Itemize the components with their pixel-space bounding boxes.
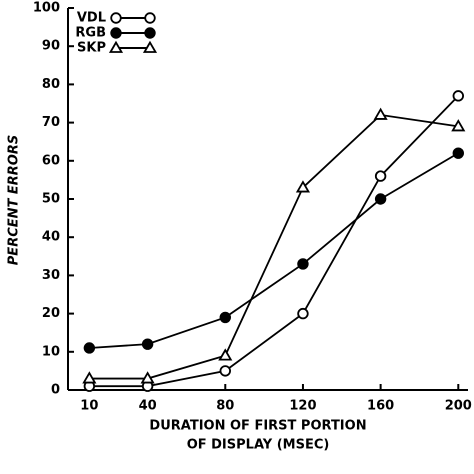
- x-tick-label: 10: [80, 399, 98, 414]
- y-tick-label: 40: [42, 230, 60, 245]
- y-tick-label: 70: [42, 115, 60, 130]
- y-tick-label: 80: [42, 77, 60, 92]
- marker: [219, 365, 231, 377]
- legend-marker: [144, 12, 156, 24]
- legend-label: RGB: [75, 26, 106, 41]
- y-axis-label: PERCENT ERRORS: [7, 135, 22, 265]
- marker: [374, 193, 387, 205]
- marker: [451, 119, 466, 132]
- marker: [140, 371, 155, 384]
- marker: [82, 371, 97, 384]
- series-line: [89, 114, 459, 380]
- y-tick-label: 30: [42, 268, 60, 283]
- x-axis-label: OF DISPLAY (MSEC): [187, 438, 330, 453]
- marker: [218, 348, 233, 361]
- marker: [297, 258, 309, 270]
- x-tick-label: 80: [216, 399, 234, 414]
- legend-marker: [108, 40, 124, 53]
- legend-marker: [110, 12, 122, 24]
- legend-label: VDL: [77, 11, 106, 26]
- series-line: [89, 95, 459, 388]
- y-tick-label: 100: [33, 1, 60, 16]
- x-axis-label: DURATION OF FIRST PORTION: [149, 419, 366, 434]
- legend-marker: [144, 27, 156, 39]
- legend-marker: [142, 40, 158, 53]
- y-tick-label: 20: [42, 306, 60, 321]
- y-tick-label: 50: [42, 192, 60, 207]
- marker: [219, 311, 231, 324]
- marker: [297, 307, 309, 320]
- y-tick-label: 0: [51, 383, 60, 398]
- series-line: [89, 152, 459, 349]
- x-tick-label: 120: [289, 399, 316, 414]
- marker: [295, 180, 311, 193]
- marker: [452, 90, 464, 102]
- marker: [373, 107, 388, 120]
- legend-marker: [110, 27, 122, 39]
- marker: [83, 342, 96, 354]
- x-tick-label: 200: [445, 399, 472, 414]
- legend-label: SKP: [77, 41, 106, 56]
- marker: [452, 147, 464, 159]
- y-tick-label: 90: [42, 39, 60, 54]
- y-tick-label: 10: [42, 344, 60, 359]
- y-tick-label: 60: [42, 153, 60, 168]
- marker: [141, 338, 154, 350]
- marker: [374, 170, 387, 182]
- x-tick-label: 160: [367, 399, 394, 414]
- x-tick-label: 40: [139, 399, 157, 414]
